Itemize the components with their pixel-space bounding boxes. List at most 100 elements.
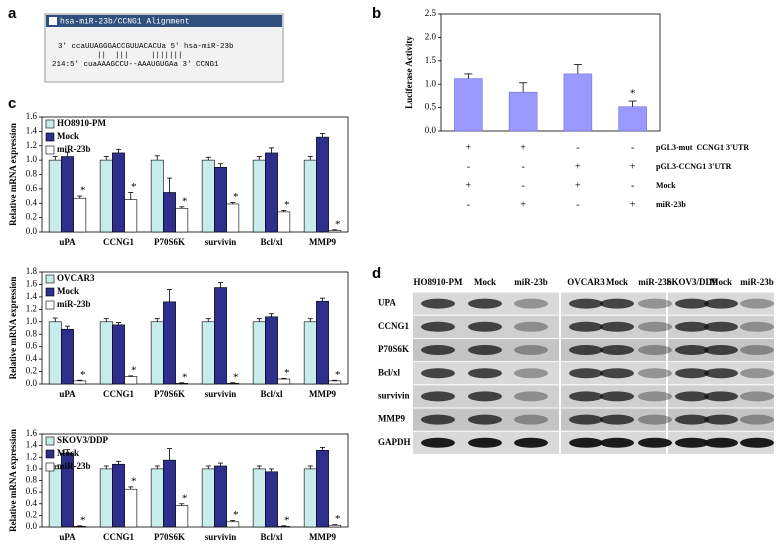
y-axis-label: Relative mRNA expression: [8, 429, 18, 532]
y-tick-label: 1.2: [26, 140, 37, 150]
plot-frame: [41, 433, 349, 528]
blot-band: [514, 298, 548, 309]
blot-band: [704, 298, 738, 309]
blot-band: [514, 321, 548, 332]
x-tick-label: Bcl/xl: [261, 389, 283, 399]
bar: [328, 524, 342, 528]
blot-band: [569, 345, 603, 355]
significance-mark: *: [182, 492, 188, 504]
y-tick-label: 2.5: [425, 8, 437, 18]
bar: [112, 152, 125, 233]
blot-band: [600, 391, 634, 402]
y-tick-label: 1.8: [26, 266, 38, 276]
bar: [48, 321, 62, 385]
bar: [150, 468, 164, 528]
blot-band: [740, 391, 774, 402]
legend-swatch: [45, 462, 55, 472]
blot-band: [421, 321, 455, 332]
legend-label: HO8910-PM: [57, 118, 106, 128]
bar: [454, 78, 483, 132]
blot-row-label: MMP9: [378, 414, 405, 424]
y-tick-label: 1.2: [26, 303, 37, 313]
significance-mark: *: [284, 514, 290, 526]
y-axis-label: Relative mRNA expression: [8, 123, 18, 226]
table-cell: +: [575, 161, 581, 172]
significance-mark: *: [182, 195, 188, 207]
y-tick-label: 1.2: [26, 451, 37, 461]
blot-column-label: SKOV3/DDP: [666, 277, 718, 287]
table-row-label: pGL3-CCNG1 3'UTR: [656, 162, 732, 171]
plot-frame: [41, 116, 349, 233]
significance-mark: *: [233, 509, 239, 521]
blot-row-label: UPA: [378, 298, 396, 308]
x-tick-label: MMP9: [309, 237, 336, 247]
blot-band: [569, 391, 603, 402]
legend-swatch: [45, 287, 55, 297]
panel-label: b: [372, 5, 381, 22]
legend-label: miR-23b: [57, 299, 91, 309]
bar: [124, 488, 138, 528]
bar: [303, 321, 317, 385]
significance-mark: *: [335, 513, 341, 525]
blot-band: [468, 321, 502, 332]
y-tick-label: 1.0: [26, 463, 38, 473]
blot-band: [514, 368, 548, 379]
y-tick-label: 1.4: [26, 125, 38, 135]
y-axis-label: Relative mRNA expression: [8, 277, 18, 380]
blot-band: [675, 368, 709, 379]
legend-swatch: [45, 132, 55, 142]
y-tick-label: 0.2: [26, 212, 37, 222]
significance-mark: *: [284, 367, 290, 379]
bar: [61, 328, 74, 385]
y-tick-label: 1.6: [26, 111, 38, 121]
alignment-icon: [49, 17, 57, 25]
blot-band: [468, 414, 502, 425]
bar: [277, 526, 291, 528]
legend-swatch: [45, 436, 55, 446]
blot-band: [675, 414, 709, 425]
legend-swatch: [45, 449, 55, 459]
y-tick-label: 1.0: [26, 154, 38, 164]
table-cell: -: [576, 199, 579, 210]
bar: [175, 383, 189, 385]
bar: [252, 159, 266, 233]
blot-band: [468, 345, 502, 355]
blot-band: [740, 414, 774, 425]
y-tick-label: 0.8: [26, 328, 38, 338]
blot-band: [740, 368, 774, 379]
x-tick-label: P70S6K: [154, 389, 185, 399]
blot-column-label: Mock: [474, 277, 496, 287]
bar: [214, 167, 227, 233]
y-tick-label: 0.4: [26, 353, 38, 363]
bar: [99, 321, 113, 385]
bar: [201, 321, 215, 385]
bar: [163, 301, 176, 385]
bar: [48, 159, 62, 233]
blot-band: [600, 437, 634, 448]
bar: [124, 376, 138, 385]
bar: [277, 378, 291, 385]
y-tick-label: 1.4: [26, 291, 38, 301]
bar: [175, 505, 189, 528]
y-tick-label: 0.0: [425, 125, 437, 135]
legend-swatch: [45, 119, 55, 129]
y-tick-label: 0.5: [425, 102, 437, 112]
alignment-line: 214:5' cuaAAAGCCU--AAAUGUGAa 3' CCNG1: [52, 61, 219, 69]
x-tick-label: Bcl/xl: [261, 237, 283, 247]
bar: [252, 321, 266, 385]
significance-mark: *: [131, 364, 137, 376]
bar: [563, 73, 593, 132]
significance-mark: *: [80, 185, 86, 197]
alignment-line: || ||| |||||||: [79, 52, 183, 60]
y-tick-label: 1.0: [425, 78, 437, 88]
x-tick-label: uPA: [59, 389, 76, 399]
x-tick-label: MMP9: [309, 532, 336, 542]
bar: [214, 465, 227, 528]
panel-label: a: [8, 5, 17, 22]
y-tick-label: 0.4: [26, 197, 38, 207]
blot-band: [704, 414, 738, 425]
legend-swatch: [45, 274, 55, 284]
blot-band: [704, 391, 738, 402]
significance-mark: *: [80, 514, 86, 526]
